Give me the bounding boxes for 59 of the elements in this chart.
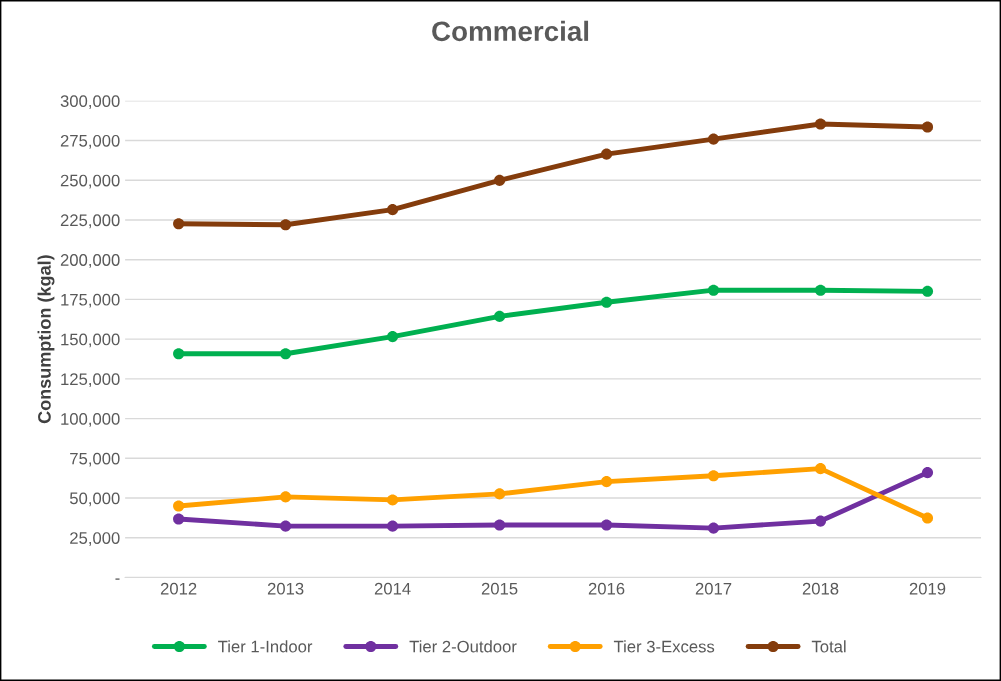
legend-label: Tier 2-Outdoor [409,640,517,653]
point [707,133,720,145]
legend-label: Total [811,640,846,653]
point [280,491,292,503]
point [280,219,292,231]
y-tick-label: 150,000 [61,333,120,348]
point [387,520,399,532]
point [494,488,506,500]
point [921,121,934,133]
y-tick-label: - [115,578,120,580]
point [600,148,613,160]
y-tick-label: 25,000 [70,532,120,546]
x-tick-label: 2018 [802,582,839,595]
y-tick-label: 200,000 [60,254,120,268]
point [600,296,613,308]
y-tick-label: 125,000 [61,373,120,388]
point [814,463,827,475]
point [494,519,506,531]
x-tick-label: 2017 [695,582,732,595]
legend-label: Tier 3-Excess [613,640,715,653]
y-axis-title: Consumption (kgal) [37,255,55,424]
y-tick-label: 250,000 [60,174,120,189]
point [387,331,399,343]
y-tick-label: 50,000 [69,492,120,507]
point [494,174,506,186]
legend-label: Tier 1-Indoor [218,640,313,653]
x-tick-label: 2019 [909,582,946,595]
y-tick-label: 100,000 [61,412,120,427]
x-tick-label: 2016 [588,582,625,595]
point [600,519,613,531]
point [387,494,399,506]
x-tick-label: 2015 [481,582,518,595]
point [280,348,292,360]
point [173,500,185,512]
chart-title: Commercial [432,20,589,42]
point [173,348,185,360]
x-tick-label: 2014 [374,582,411,595]
point [494,310,506,322]
y-tick-label: 300,000 [60,95,120,109]
point [387,204,399,216]
point [921,467,934,479]
point [814,515,827,527]
point [814,284,827,296]
point [600,476,613,488]
y-tick-label: 225,000 [60,214,120,229]
point [707,284,720,296]
y-tick-label: 175,000 [61,293,120,308]
y-tick-label: 75,000 [70,452,120,467]
point [280,520,292,532]
point [707,522,720,534]
point [814,118,827,130]
point [921,285,934,297]
y-tick-label: 275,000 [60,134,120,149]
point [173,218,185,230]
x-tick-label: 2012 [160,582,197,595]
point [707,470,720,482]
x-tick-label: 2013 [267,582,304,595]
point [921,512,934,524]
point [173,513,185,525]
